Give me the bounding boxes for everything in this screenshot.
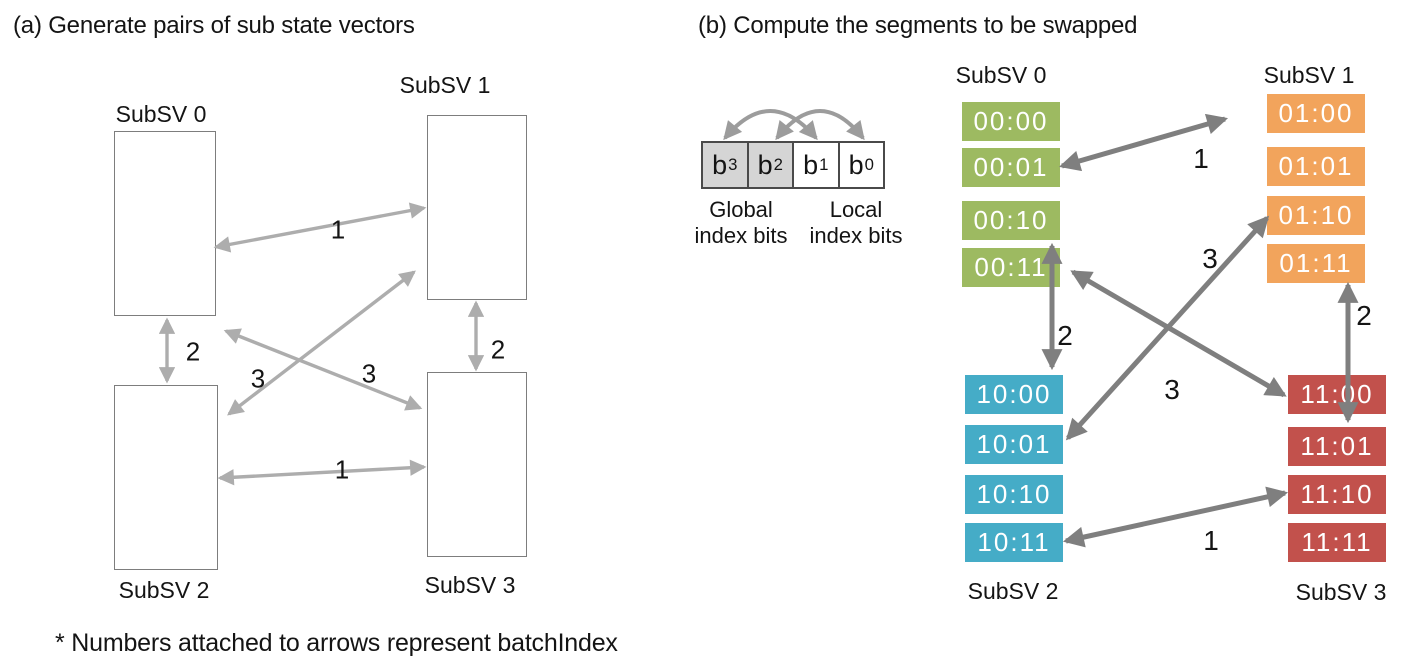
segment-cell-1001: 10:01 (965, 425, 1063, 464)
bit-swap-arcs (723, 109, 865, 141)
segment-cell-0111: 01:11 (1267, 244, 1365, 283)
column-header-subsv2: SubSV 2 (967, 578, 1059, 604)
subsv3-box-label: SubSV 3 (424, 572, 516, 598)
segment-cell-0110: 01:10 (1267, 196, 1365, 235)
batch-index-label: 2 (490, 334, 506, 365)
arrow-b-1011-1110 (1062, 486, 1289, 548)
footnote: * Numbers attached to arrows represent b… (55, 629, 618, 657)
local-caption-line2: index bits (809, 223, 903, 248)
subsv1-box-label: SubSV 1 (399, 72, 491, 98)
column-header-subsv0: SubSV 0 (955, 62, 1047, 88)
panel-a-title: (a) Generate pairs of sub state vectors (13, 12, 415, 39)
subsv3-box (427, 372, 527, 557)
local-caption-line1: Local (829, 197, 883, 222)
batch-index-label: 2 (1057, 320, 1073, 351)
segment-cell-0011: 00:11 (962, 248, 1060, 287)
segment-cell-0101: 01:01 (1267, 147, 1365, 186)
segment-cell-0001: 00:01 (962, 148, 1060, 187)
arrow-a-0-1 (213, 202, 427, 253)
global-caption-line2: index bits (694, 223, 788, 248)
batch-index-label: 1 (330, 214, 346, 245)
subsv2-box (114, 385, 218, 570)
column-header-subsv1: SubSV 1 (1263, 62, 1355, 88)
subsv0-box-label: SubSV 0 (115, 101, 207, 127)
global-index-caption: Global index bits (656, 197, 826, 249)
segment-cell-1101: 11:01 (1288, 427, 1386, 466)
batch-index-label: 3 (1164, 374, 1180, 405)
panel-b-title: (b) Compute the segments to be swapped (698, 12, 1138, 39)
segment-cell-0100: 01:00 (1267, 94, 1365, 133)
segment-cell-1011: 10:11 (965, 523, 1063, 562)
arc-b2-b0 (775, 109, 865, 141)
batch-index-label: 2 (1356, 300, 1372, 331)
local-index-caption: Local index bits (771, 197, 941, 249)
subsv0-box (114, 131, 216, 316)
subsv1-box (427, 115, 527, 300)
segment-cell-1111: 11:11 (1288, 523, 1386, 562)
batch-index-label: 3 (1202, 243, 1218, 274)
column-header-subsv3: SubSV 3 (1295, 579, 1387, 605)
segment-cell-0010: 00:10 (962, 201, 1060, 240)
batch-index-label: 2 (185, 336, 201, 367)
subsv2-box-label: SubSV 2 (118, 577, 210, 603)
segment-cell-0000: 00:00 (962, 102, 1060, 141)
segment-cell-1100: 11:00 (1288, 375, 1386, 414)
batch-index-label: 3 (361, 358, 377, 389)
segment-cell-1010: 10:10 (965, 475, 1063, 514)
batch-index-label: 3 (250, 363, 266, 394)
batch-index-label: 1 (1203, 525, 1219, 556)
segment-cell-1110: 11:10 (1288, 475, 1386, 514)
arrow-a-2-3 (217, 459, 427, 486)
segment-cell-1000: 10:00 (965, 375, 1063, 414)
arc-b3-b1 (723, 109, 818, 141)
batch-index-label: 1 (334, 454, 350, 485)
global-caption-line1: Global (709, 197, 773, 222)
batch-index-label: 1 (1193, 143, 1209, 174)
